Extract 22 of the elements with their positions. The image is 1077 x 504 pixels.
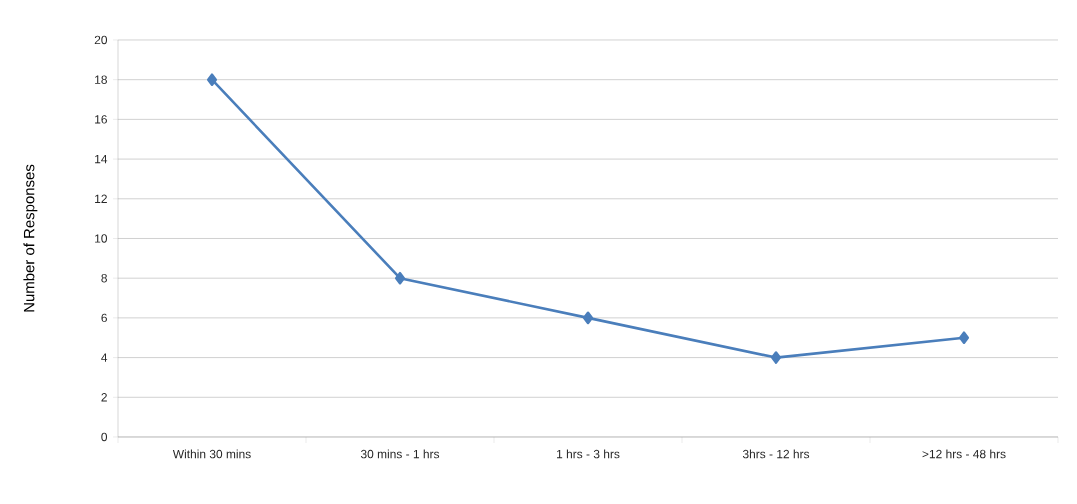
y-tick-label: 8 — [101, 273, 107, 283]
y-tick-label: 0 — [101, 432, 108, 442]
point — [770, 351, 782, 364]
point — [582, 311, 594, 325]
y-tick-label: 12 — [95, 194, 107, 203]
y-tick-label: 6 — [101, 313, 107, 323]
y-tick-label: 4 — [101, 353, 108, 362]
y-tick-label: 14 — [95, 154, 108, 164]
y-axis-title: Number of Responses — [23, 164, 38, 312]
x-tick-label: 1 hrs - 3 hrs — [557, 449, 620, 459]
y-tick-label: 2 — [101, 393, 107, 402]
x-tick-label: >12 hrs - 48 hrs — [922, 449, 1006, 459]
y-tick-label: 18 — [95, 75, 107, 84]
x-tick-label: 30 mins - 1 hrs — [360, 449, 440, 459]
x-tick-label: 3hrs - 12 hrs — [742, 449, 810, 459]
point — [394, 271, 406, 285]
y-tick-label: 16 — [95, 115, 107, 124]
x-tick-label: Within 30 mins — [172, 449, 251, 459]
y-tick-label: 10 — [95, 234, 108, 243]
y-tick-label: 20 — [94, 35, 108, 45]
point — [206, 73, 218, 86]
point — [958, 331, 970, 345]
